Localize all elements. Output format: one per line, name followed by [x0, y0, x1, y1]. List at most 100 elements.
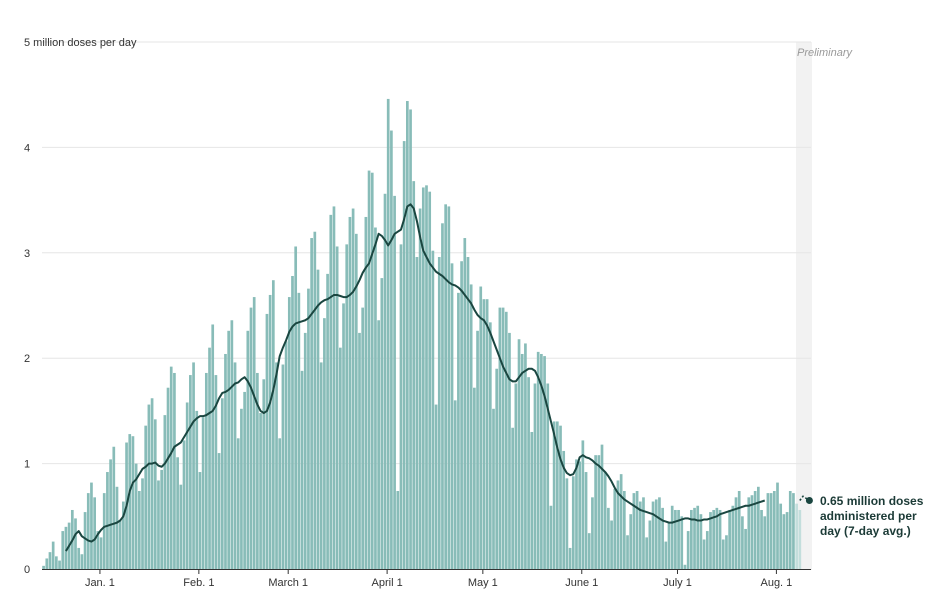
bar [374, 227, 377, 569]
bar [744, 528, 747, 569]
bar [428, 191, 432, 570]
bar [259, 413, 262, 569]
bar [236, 438, 240, 569]
bar [651, 501, 655, 569]
bar [715, 507, 719, 569]
preliminary-band [796, 42, 812, 570]
y-tick-label: 0 [24, 564, 30, 576]
bar [702, 539, 706, 569]
bar [600, 444, 604, 569]
bar [393, 195, 396, 569]
bar [664, 541, 668, 569]
bar [520, 353, 524, 569]
bar [109, 459, 112, 569]
bar [153, 419, 157, 569]
annotation-line-3: day (7-day avg.) [820, 524, 911, 538]
bar [709, 512, 712, 569]
bar [469, 284, 473, 569]
bar [575, 459, 578, 569]
bar [169, 366, 173, 569]
bar [629, 514, 633, 569]
bar [262, 379, 266, 569]
bar [492, 408, 495, 569]
y-tick-label: 2 [24, 353, 30, 365]
bar [670, 505, 674, 569]
bar [763, 516, 767, 569]
bar [760, 509, 763, 569]
bar [705, 531, 709, 569]
bar [779, 503, 783, 569]
bar [176, 457, 179, 569]
bar [546, 383, 550, 569]
bar [284, 341, 288, 569]
bar [530, 431, 534, 569]
bar [635, 491, 639, 569]
bar [514, 383, 518, 569]
bar [613, 488, 617, 569]
bar [227, 330, 231, 569]
bar [90, 482, 93, 569]
bar [58, 560, 61, 569]
bar [256, 372, 259, 569]
bar [741, 516, 744, 569]
bar [182, 440, 186, 569]
bar [128, 434, 132, 569]
y-axis-top-label: 5 million doses per day [24, 37, 137, 49]
bar [622, 491, 626, 569]
bar [728, 509, 731, 569]
bar [112, 446, 116, 569]
bar [144, 425, 148, 569]
annotation-line-2: administered per [820, 509, 917, 523]
bar [517, 339, 521, 569]
bar [533, 383, 537, 569]
bar [303, 332, 307, 569]
bar [300, 370, 304, 569]
bar [772, 491, 776, 569]
bar [252, 297, 256, 569]
bar [536, 351, 540, 569]
bar [555, 421, 559, 569]
axes: 0 1 2 3 4 Jan. 1 Feb. 1 March 1 April 1 May 1 June… [24, 142, 811, 589]
bar [495, 368, 499, 569]
bar [134, 463, 138, 569]
bar [115, 486, 119, 569]
bar [638, 501, 642, 569]
bar [415, 257, 419, 569]
bar [667, 522, 671, 569]
bar [96, 531, 100, 569]
bar [195, 410, 199, 569]
annotation: 0.65 million doses administered per day … [820, 494, 924, 538]
bar [437, 257, 441, 569]
bar [160, 469, 163, 569]
bar [297, 292, 301, 569]
avg-line [65, 203, 766, 552]
x-tick-label: June 1 [565, 577, 598, 589]
bar [233, 362, 237, 569]
bar [776, 482, 779, 569]
bar [508, 332, 511, 569]
bar [310, 238, 313, 570]
bar [690, 509, 693, 569]
bar [571, 476, 575, 569]
bar [93, 497, 96, 569]
bar [524, 343, 527, 569]
bar [654, 499, 658, 569]
bar [441, 223, 444, 570]
bar [425, 185, 428, 569]
x-tick-label: Aug. 1 [760, 577, 792, 589]
bar [147, 404, 151, 569]
bar [460, 261, 463, 569]
bar [788, 491, 792, 569]
bar [798, 509, 802, 569]
bar [339, 347, 342, 569]
bar [345, 244, 349, 569]
bar [246, 330, 250, 569]
bar [677, 509, 680, 569]
bar [106, 472, 109, 569]
bar [562, 450, 566, 569]
bar [619, 474, 623, 569]
bar-series [42, 98, 802, 570]
bar [86, 493, 90, 569]
bar [466, 257, 470, 569]
bar [712, 509, 716, 569]
